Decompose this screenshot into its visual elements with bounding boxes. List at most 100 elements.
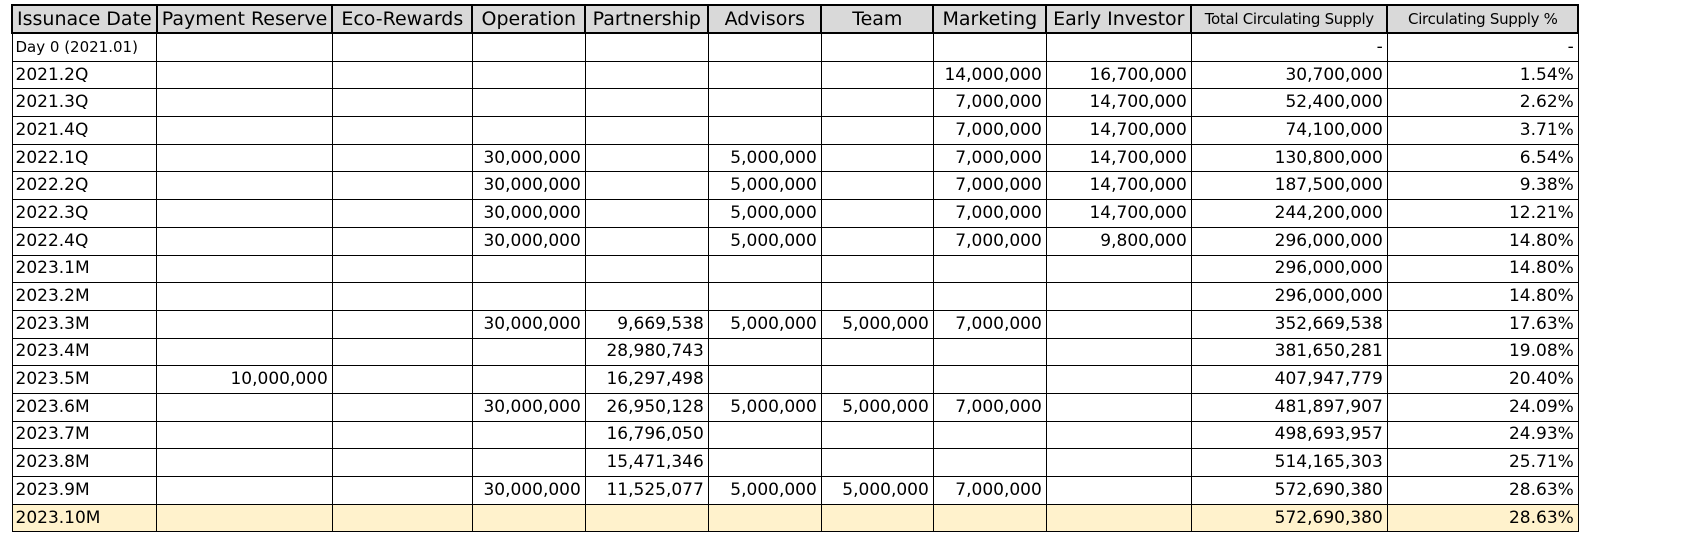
cell-early-investor: 16,700,000: [1045, 60, 1192, 90]
cell-eco-rewards: [331, 476, 473, 505]
cell-early-investor: [1045, 420, 1192, 450]
cell-partnership: [584, 116, 709, 145]
cell-total-circulating-supply: 407,947,779: [1190, 365, 1388, 394]
cell-advisors: [707, 254, 822, 284]
cell-team: [820, 420, 934, 450]
table-row: Day 0 (2021.01) - -: [11, 32, 1579, 62]
cell-advisors: [707, 337, 822, 367]
table-row: 2023.10M 572,690,380 28.63%: [11, 503, 1579, 533]
cell-partnership: [584, 171, 709, 201]
cell-eco-rewards: [331, 309, 473, 339]
cell-advisors: [707, 32, 822, 62]
cell-marketing: 7,000,000: [932, 392, 1047, 422]
cell-payment-reserve: [156, 32, 333, 62]
cell-circulating-supply-percent: 9.38%: [1386, 171, 1579, 201]
cell-partnership: [584, 88, 709, 118]
cell-issuance-date: 2023.9M: [11, 476, 158, 505]
cell-eco-rewards: [331, 420, 473, 450]
cell-partnership: 28,980,743: [584, 337, 709, 367]
cell-marketing: 7,000,000: [932, 199, 1047, 228]
cell-partnership: 11,525,077: [584, 476, 709, 505]
header-row: Issunace Date Payment Reserve Eco-Reward…: [11, 4, 1580, 34]
cell-partnership: [584, 503, 709, 533]
cell-payment-reserve: [156, 309, 333, 339]
cell-payment-reserve: [156, 420, 333, 450]
cell-team: [820, 337, 934, 367]
cell-circulating-supply-percent: 25.71%: [1386, 448, 1579, 477]
cell-advisors: 5,000,000: [707, 171, 822, 201]
cell-advisors: [707, 503, 822, 533]
cell-advisors: [707, 420, 822, 450]
circulating-supply-table: Issunace Date Payment Reserve Eco-Reward…: [11, 4, 1580, 533]
cell-eco-rewards: [331, 171, 473, 201]
cell-eco-rewards: [331, 503, 473, 533]
cell-team: [820, 116, 934, 145]
cell-circulating-supply-percent: 20.40%: [1386, 365, 1579, 394]
cell-issuance-date: 2022.3Q: [11, 199, 158, 228]
cell-operation: 30,000,000: [471, 199, 586, 228]
cell-circulating-supply-percent: 24.09%: [1386, 392, 1579, 422]
cell-eco-rewards: [331, 226, 473, 256]
cell-advisors: 5,000,000: [707, 226, 822, 256]
header-payment-reserve: Payment Reserve: [155, 4, 334, 34]
cell-advisors: [707, 88, 822, 118]
cell-team: [820, 88, 934, 118]
cell-advisors: [707, 60, 822, 90]
table-row: 2023.8M 15,471,346 514,165,303 25.71%: [11, 448, 1579, 477]
cell-operation: 30,000,000: [471, 171, 586, 201]
cell-issuance-date: 2023.4M: [11, 337, 158, 367]
table-row: 2022.2Q 30,000,000 5,000,000 7,000,000 14,70…: [11, 171, 1579, 201]
cell-total-circulating-supply: 74,100,000: [1190, 116, 1388, 145]
cell-eco-rewards: [331, 199, 473, 228]
cell-circulating-supply-percent: 12.21%: [1386, 199, 1579, 228]
table-row: 2023.5M 10,000,000 16,297,498 407,947,779 20…: [11, 365, 1579, 394]
cell-issuance-date: 2022.1Q: [11, 143, 158, 173]
cell-total-circulating-supply: 572,690,380: [1190, 476, 1388, 505]
cell-circulating-supply-percent: 3.71%: [1386, 116, 1579, 145]
cell-issuance-date: 2021.4Q: [11, 116, 158, 145]
cell-total-circulating-supply: 296,000,000: [1190, 226, 1388, 256]
cell-issuance-date: 2023.3M: [11, 309, 158, 339]
cell-partnership: [584, 254, 709, 284]
cell-early-investor: [1045, 365, 1192, 394]
cell-operation: [471, 116, 586, 145]
header-advisors: Advisors: [707, 4, 823, 34]
cell-eco-rewards: [331, 254, 473, 284]
cell-marketing: 7,000,000: [932, 143, 1047, 173]
cell-payment-reserve: [156, 476, 333, 505]
table-body: Day 0 (2021.01) - - 2021.2Q 14,000,000 16,700…: [11, 32, 1579, 533]
header-marketing: Marketing: [932, 4, 1048, 34]
header-eco-rewards: Eco-Rewards: [331, 4, 474, 34]
cell-team: [820, 448, 934, 477]
cell-total-circulating-supply: 187,500,000: [1190, 171, 1388, 201]
cell-operation: [471, 60, 586, 90]
cell-operation: [471, 282, 586, 311]
cell-operation: 30,000,000: [471, 309, 586, 339]
cell-marketing: [932, 254, 1047, 284]
cell-early-investor: [1045, 337, 1192, 367]
table-row: 2023.9M 30,000,000 11,525,077 5,000,000 5,00…: [11, 476, 1579, 505]
cell-payment-reserve: [156, 60, 333, 90]
header-issuance-date: Issunace Date: [11, 4, 158, 34]
cell-total-circulating-supply: 52,400,000: [1190, 88, 1388, 118]
cell-eco-rewards: [331, 143, 473, 173]
cell-partnership: 26,950,128: [584, 392, 709, 422]
header-partnership: Partnership: [584, 4, 710, 34]
table-row: 2022.3Q 30,000,000 5,000,000 7,000,000 14,70…: [11, 199, 1579, 228]
cell-advisors: [707, 365, 822, 394]
cell-operation: [471, 420, 586, 450]
cell-payment-reserve: [156, 282, 333, 311]
cell-marketing: 7,000,000: [932, 116, 1047, 145]
table-row: 2023.3M 30,000,000 9,669,538 5,000,000 5,000…: [11, 309, 1579, 339]
cell-team: [820, 226, 934, 256]
cell-eco-rewards: [331, 116, 473, 145]
cell-eco-rewards: [331, 88, 473, 118]
table-row: 2023.4M 28,980,743 381,650,281 19.08%: [11, 337, 1579, 367]
cell-advisors: 5,000,000: [707, 476, 822, 505]
cell-circulating-supply-percent: -: [1386, 32, 1579, 62]
cell-operation: [471, 337, 586, 367]
cell-circulating-supply-percent: 17.63%: [1386, 309, 1579, 339]
header-operation: Operation: [471, 4, 587, 34]
cell-operation: [471, 88, 586, 118]
cell-advisors: [707, 448, 822, 477]
